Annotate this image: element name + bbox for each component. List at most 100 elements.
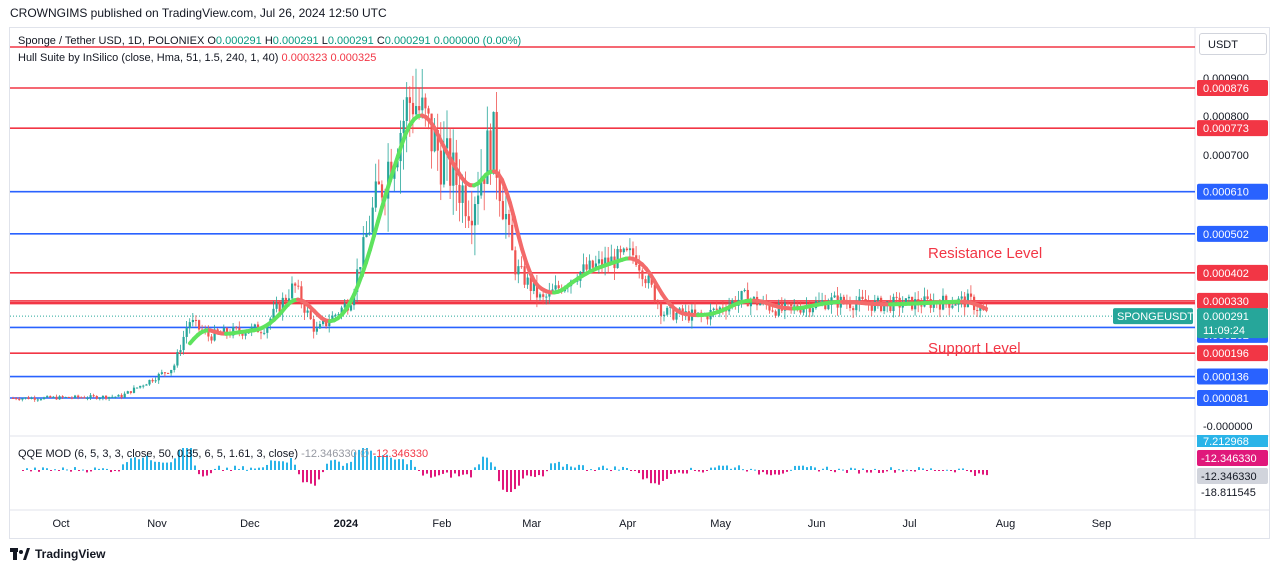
candle-body [498,177,501,202]
candle-body [470,220,473,226]
resistance-label: Resistance Level [928,245,1042,262]
qqe-bar [390,457,392,470]
qqe-bar [926,470,928,471]
candle-body [653,284,656,302]
candle-body [622,248,625,253]
candle-body [492,111,495,174]
candle-body [188,322,191,329]
qqe-bar [954,470,956,473]
candle-body [46,396,49,398]
qqe-bar [578,464,580,470]
qqe-bar [518,470,520,486]
candle-body [907,296,911,299]
candle-body [551,289,554,292]
qqe-bar [310,470,312,484]
candle-body [526,277,529,285]
qqe-bar [246,469,248,471]
qqe-bar [902,470,904,472]
qqe-bar [426,470,428,474]
qqe-bar [206,470,208,476]
qqe-bar [82,469,84,471]
candle-body [790,303,793,307]
candle-body [433,130,436,152]
qqe-bar [78,470,80,472]
candle-body [39,399,43,401]
candle-body [309,310,312,320]
qqe-bar [130,458,132,470]
qqe-bar [826,466,828,470]
qqe-bar [798,465,800,470]
candle-body [523,266,526,285]
candle-body [117,394,120,397]
candle-body [436,130,439,151]
qqe-bar [558,461,560,470]
qqe-bar [614,466,616,470]
candle-body [294,283,297,286]
candle-body [405,97,408,121]
qqe-bar [794,465,796,470]
candle-body [213,329,216,341]
qqe-bar [886,470,888,472]
qqe-bar [342,465,344,470]
current-price-label: 0.000291 [1203,311,1249,323]
x-tick-label: May [710,518,731,530]
level-badge-label: 0.000610 [1203,187,1249,199]
candle-body [244,333,247,336]
qqe-bar [182,448,184,470]
candle-body [675,312,678,320]
candle-body [774,311,777,316]
candle-body [926,296,929,299]
qqe-bar [514,470,516,490]
qqe-bar [958,468,960,470]
level-badge-label: 0.000136 [1203,372,1249,384]
candle-body [275,303,278,309]
candle-body [185,328,188,337]
qqe-bar [362,448,364,470]
candle-body [415,106,418,115]
qqe-bar [550,463,552,470]
candle-body [486,130,489,184]
candle-body [86,398,89,400]
qqe-bar [58,470,60,471]
qqe-bar [586,470,588,471]
qqe-bar [774,470,776,475]
qqe-bar [762,470,764,473]
candle-body [418,106,421,111]
candle-body [594,263,597,268]
candle-body [749,300,752,307]
qqe-bar [818,470,820,472]
candle-body [120,394,123,398]
qqe-bar [722,465,724,470]
qqe-bar [962,468,964,470]
level-badge [1197,345,1268,362]
qqe-bar [570,466,572,470]
candle-body [225,328,229,335]
candle-body [123,393,126,398]
qqe-bar [242,466,244,470]
candle-body [12,398,15,399]
qqe-bar [418,470,420,471]
currency-selector[interactable]: USDT [1199,33,1267,55]
candle-body [641,270,644,280]
candle-body [452,152,455,186]
candle-body [799,309,802,313]
candle-body [238,327,241,333]
qqe-bar [510,470,512,492]
candle-body [504,213,508,220]
candle-body [535,283,539,298]
candle-body [343,303,346,308]
candle-body [58,396,61,400]
candle-body [659,303,663,316]
candle-body [371,207,374,233]
qqe-bar [482,456,484,470]
candle-body [520,266,523,268]
candle-body [424,97,427,109]
candle-body [92,395,95,397]
hull-segment [384,178,392,196]
candle-body [932,301,935,308]
qqe-bar [402,459,404,470]
level-badge-label: 0.000330 [1203,296,1249,308]
candle-body [421,97,424,111]
qqe-bar [606,468,608,470]
